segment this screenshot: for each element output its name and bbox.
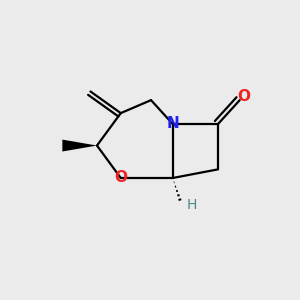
Text: H: H <box>187 198 197 212</box>
Text: N: N <box>166 116 179 131</box>
Polygon shape <box>62 140 97 152</box>
Text: O: O <box>114 170 127 185</box>
Text: O: O <box>238 89 250 104</box>
